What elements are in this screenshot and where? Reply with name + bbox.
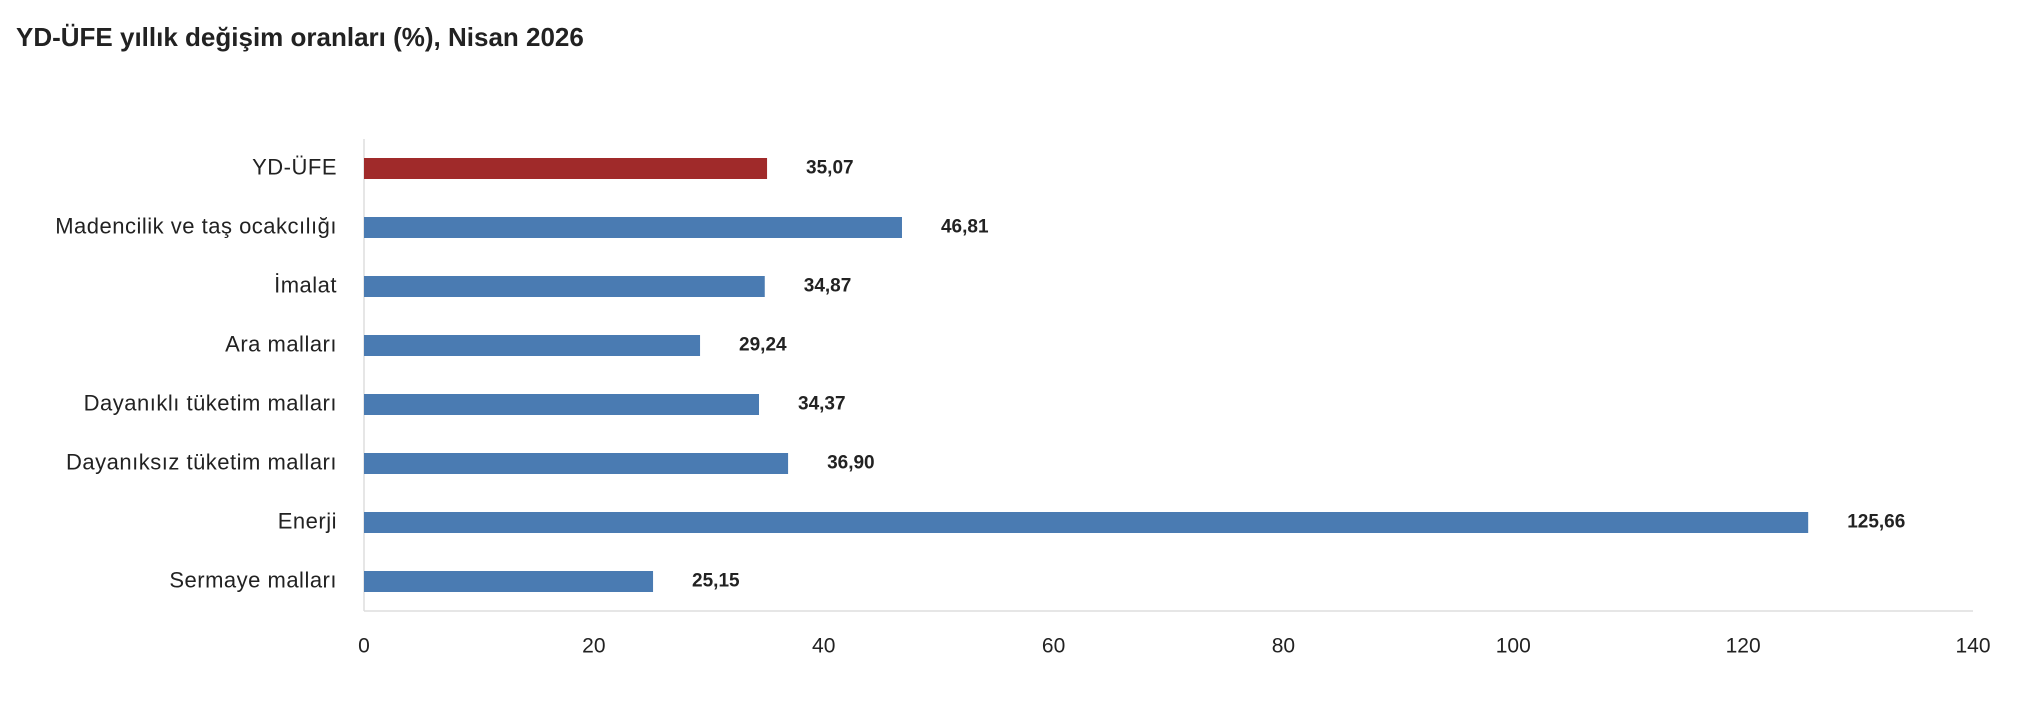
bar xyxy=(364,335,701,356)
bar xyxy=(364,217,902,238)
y-tick-label: Sermaye malları xyxy=(169,567,337,592)
value-label: 36,90 xyxy=(827,453,875,474)
chart-title: YD-ÜFE yıllık değişim oranları (%), Nisa… xyxy=(16,22,584,52)
value-label: 34,87 xyxy=(804,276,852,297)
x-tick-label: 100 xyxy=(1496,635,1531,658)
y-tick-label: Dayanıksız tüketim malları xyxy=(66,449,337,474)
bar xyxy=(364,453,789,474)
value-label: 25,15 xyxy=(692,571,740,592)
bar xyxy=(364,571,654,592)
value-label: 46,81 xyxy=(941,217,989,238)
x-tick-label: 40 xyxy=(812,635,835,658)
y-tick-label: Dayanıklı tüketim malları xyxy=(84,390,337,415)
x-tick-label: 120 xyxy=(1726,635,1761,658)
value-label: 29,24 xyxy=(739,335,787,356)
y-tick-label: Madencilik ve taş ocakcılığı xyxy=(55,213,337,238)
y-tick-label: Enerji xyxy=(278,508,337,533)
x-tick-label: 140 xyxy=(1955,635,1990,658)
value-label: 125,66 xyxy=(1847,512,1905,533)
x-tick-label: 20 xyxy=(582,635,605,658)
y-tick-label: Ara malları xyxy=(225,331,337,356)
value-label: 34,37 xyxy=(798,394,846,415)
x-tick-label: 60 xyxy=(1042,635,1065,658)
bar xyxy=(364,512,1809,533)
y-tick-label: İmalat xyxy=(274,272,337,297)
y-tick-label: YD-ÜFE xyxy=(252,154,337,179)
bar xyxy=(364,394,760,415)
x-tick-label: 0 xyxy=(358,635,370,658)
bar xyxy=(364,158,768,179)
value-label: 35,07 xyxy=(806,158,854,179)
bar xyxy=(364,276,765,297)
x-tick-label: 80 xyxy=(1272,635,1295,658)
